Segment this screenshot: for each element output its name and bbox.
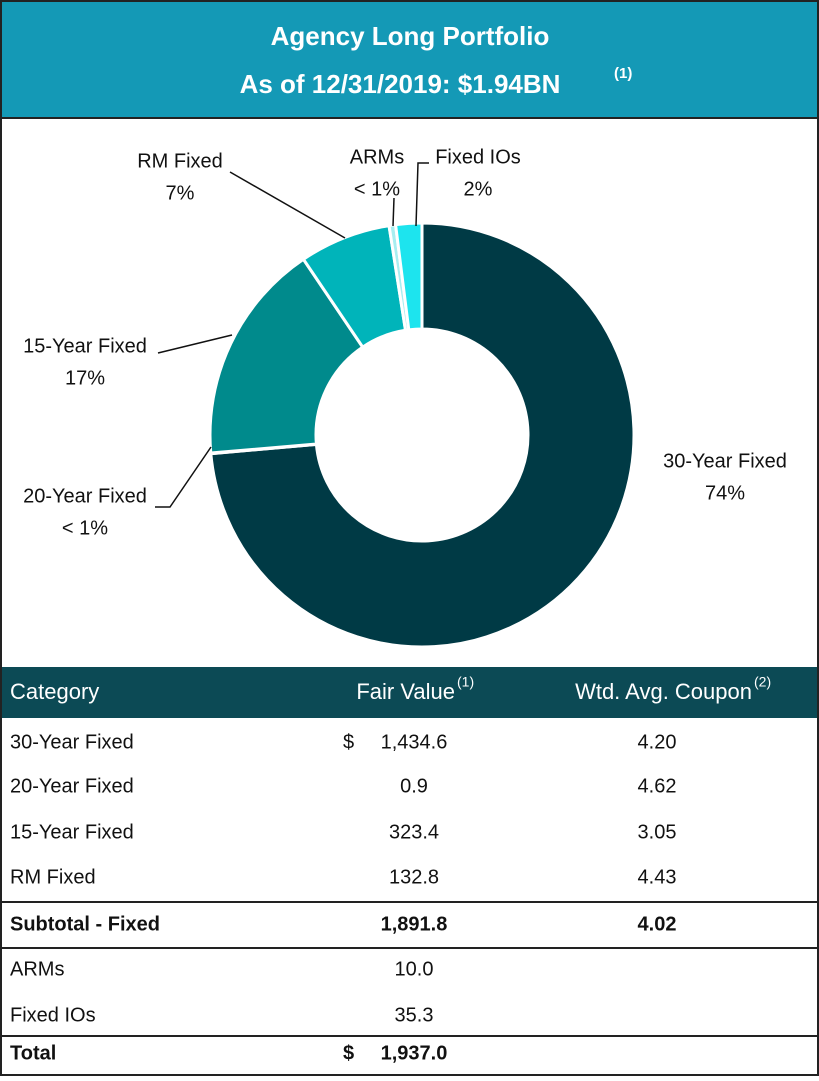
leader-line: [155, 446, 212, 508]
table: Category Fair Value (1) Wtd. Avg. Coupon (2)…: [0, 674, 819, 1064]
title: Agency Long Portfolio: [271, 21, 550, 51]
slice-name: ARMs: [350, 146, 404, 168]
cell-fair-value: 35.3: [395, 1004, 434, 1026]
slice: [209, 221, 636, 649]
leader-line: [157, 334, 233, 354]
slice-value-label: 74%: [705, 482, 745, 504]
cell-coupon: 4.43: [638, 866, 677, 888]
leader-line: [415, 162, 429, 227]
leader-line: [229, 171, 346, 239]
slice-name: 20-Year Fixed: [23, 485, 147, 507]
cell-category: Subtotal - Fixed: [10, 913, 160, 935]
cell-fair-value: 1,937.0: [381, 1042, 448, 1064]
subtitle: As of 12/31/2019: $1.94BN: [240, 69, 561, 99]
slice-name: Fixed IOs: [435, 146, 521, 168]
cell-coupon: 4.62: [638, 775, 677, 797]
table-header: Wtd. Avg. Coupon: [575, 679, 752, 704]
cell-category: RM Fixed: [10, 866, 96, 888]
cell-category: 15-Year Fixed: [10, 821, 134, 843]
donut: [208, 221, 636, 649]
header-band: [0, 0, 819, 118]
slice-value-label: 2%: [464, 178, 493, 200]
cell-category: 30-Year Fixed: [10, 731, 134, 753]
cell-fair-value: 10.0: [395, 958, 434, 980]
slice-value-label: < 1%: [354, 178, 400, 200]
cell-fair-value: 1,891.8: [381, 913, 448, 935]
cell-fair-value: 1,434.6: [381, 731, 448, 753]
table-header-note: (1): [457, 674, 474, 690]
table-header-note: (2): [754, 674, 771, 690]
slice-name: RM Fixed: [137, 150, 223, 172]
subtitle-note: (1): [614, 65, 632, 82]
cell-coupon: 3.05: [638, 821, 677, 843]
cell-fair-value: 0.9: [400, 775, 428, 797]
slice-name: 15-Year Fixed: [23, 335, 147, 357]
table-header: Category: [10, 679, 99, 704]
slice-value-label: 17%: [65, 367, 105, 389]
slice-value-label: < 1%: [62, 517, 108, 539]
table-header: Fair Value: [356, 679, 455, 704]
cell-category: ARMs: [10, 958, 64, 980]
slice-labels: 30-Year Fixed 74% 20-Year Fixed < 1% 15-Year…: [23, 146, 787, 539]
leader-line: [392, 197, 395, 227]
slice-value-label: 7%: [166, 182, 195, 204]
cell-fair-value: 132.8: [389, 866, 439, 888]
cell-category: Fixed IOs: [10, 1004, 96, 1026]
cell-currency: $: [343, 731, 354, 753]
slice: [208, 257, 365, 455]
slice: [393, 221, 424, 332]
cell-category: 20-Year Fixed: [10, 775, 134, 797]
cell-currency: $: [343, 1042, 354, 1064]
slice-name: 30-Year Fixed: [663, 450, 787, 472]
cell-category: Total: [10, 1042, 56, 1064]
cell-coupon: 4.02: [638, 913, 677, 935]
cell-fair-value: 323.4: [389, 821, 439, 843]
cell-coupon: 4.20: [638, 731, 677, 753]
table-header-band: [0, 667, 819, 718]
